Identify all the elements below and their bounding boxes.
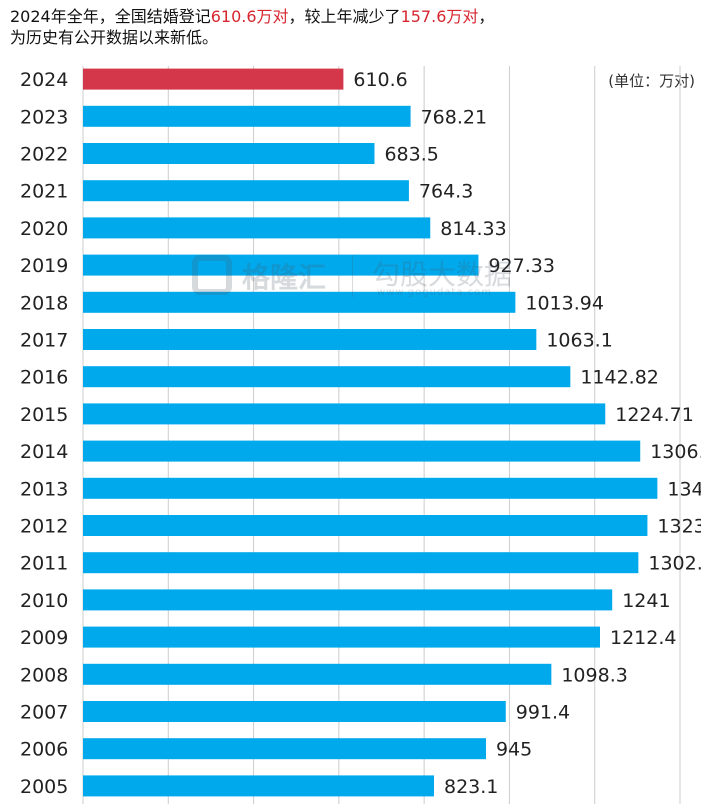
bar xyxy=(83,403,606,425)
category-tick-label: 2020 xyxy=(20,218,68,240)
bar xyxy=(83,477,658,499)
category-tick-label: 2005 xyxy=(20,776,68,798)
data-label: 1212.4 xyxy=(610,627,676,649)
category-tick-label: 2012 xyxy=(20,516,68,538)
category-tick-label: 2006 xyxy=(20,739,68,761)
category-tick-label: 2016 xyxy=(20,367,68,389)
data-label: 991.4 xyxy=(516,702,570,724)
category-tick-label: 2009 xyxy=(20,627,68,649)
data-label: 683.5 xyxy=(384,144,438,166)
bar xyxy=(83,329,537,350)
data-label: 1098.3 xyxy=(561,664,627,686)
bar xyxy=(83,515,648,536)
data-label: 823.1 xyxy=(444,776,498,798)
bar xyxy=(83,180,409,202)
category-tick-label: 2015 xyxy=(20,404,68,426)
data-label: 814.33 xyxy=(440,218,506,240)
category-tick-label: 2014 xyxy=(20,441,68,463)
data-label: 768.21 xyxy=(421,106,487,128)
data-label: 1323.59 xyxy=(657,516,701,538)
category-tick-label: 2013 xyxy=(20,478,68,500)
bar xyxy=(83,552,639,574)
bar xyxy=(83,143,375,164)
bar xyxy=(83,217,431,239)
chart-title: 2024年全年，全国结婚登记610.6万对，较上年减少了157.6万对， 为历史… xyxy=(10,6,695,48)
category-tick-label: 2011 xyxy=(20,553,68,575)
category-tick-label: 2024 xyxy=(20,69,68,91)
bar xyxy=(83,68,344,90)
bar xyxy=(83,440,641,462)
unit-label: (单位：万对) xyxy=(608,72,695,90)
bar xyxy=(83,775,434,797)
category-tick-label: 2017 xyxy=(20,330,68,352)
bar xyxy=(83,589,613,611)
bar xyxy=(83,254,479,276)
title-highlight-decrease: 157.6万对 xyxy=(400,7,479,26)
data-label: 1224.71 xyxy=(615,404,694,426)
data-label: 1013.94 xyxy=(525,292,604,314)
bar xyxy=(83,105,411,127)
data-label: 945 xyxy=(496,739,532,761)
title-text-e: ， xyxy=(478,7,495,26)
category-tick-label: 2023 xyxy=(20,106,68,128)
title-text-a: 2024年全年，全国结婚登记 xyxy=(10,7,211,26)
data-label: 1302.36 xyxy=(648,553,701,575)
category-tick-label: 2008 xyxy=(20,664,68,686)
bar xyxy=(83,291,516,313)
category-tick-label: 2019 xyxy=(20,255,68,277)
title-highlight-total: 610.6万对 xyxy=(210,7,289,26)
data-label: 610.6 xyxy=(353,69,407,91)
title-text-c: ，较上年减少了 xyxy=(288,7,401,26)
data-label: 1241 xyxy=(622,590,670,612)
category-tick-label: 2022 xyxy=(20,144,68,166)
bar xyxy=(83,663,552,685)
bar xyxy=(83,366,571,388)
category-tick-label: 2010 xyxy=(20,590,68,612)
data-label: 764.3 xyxy=(419,181,473,203)
bar xyxy=(83,738,486,760)
bar xyxy=(83,701,506,722)
data-label: 927.33 xyxy=(488,255,554,277)
category-tick-label: 2018 xyxy=(20,292,68,314)
data-label: 1306.74 xyxy=(650,441,701,463)
category-tick-label: 2021 xyxy=(20,181,68,203)
title-line-1: 2024年全年，全国结婚登记610.6万对，较上年减少了157.6万对， xyxy=(10,6,695,27)
data-label: 1142.82 xyxy=(580,367,659,389)
bar xyxy=(83,626,601,648)
category-tick-label: 2007 xyxy=(20,702,68,724)
title-line-2: 为历史有公开数据以来新低。 xyxy=(10,28,219,47)
data-label: 1063.1 xyxy=(546,330,612,352)
data-label: 1346.93 xyxy=(667,478,701,500)
